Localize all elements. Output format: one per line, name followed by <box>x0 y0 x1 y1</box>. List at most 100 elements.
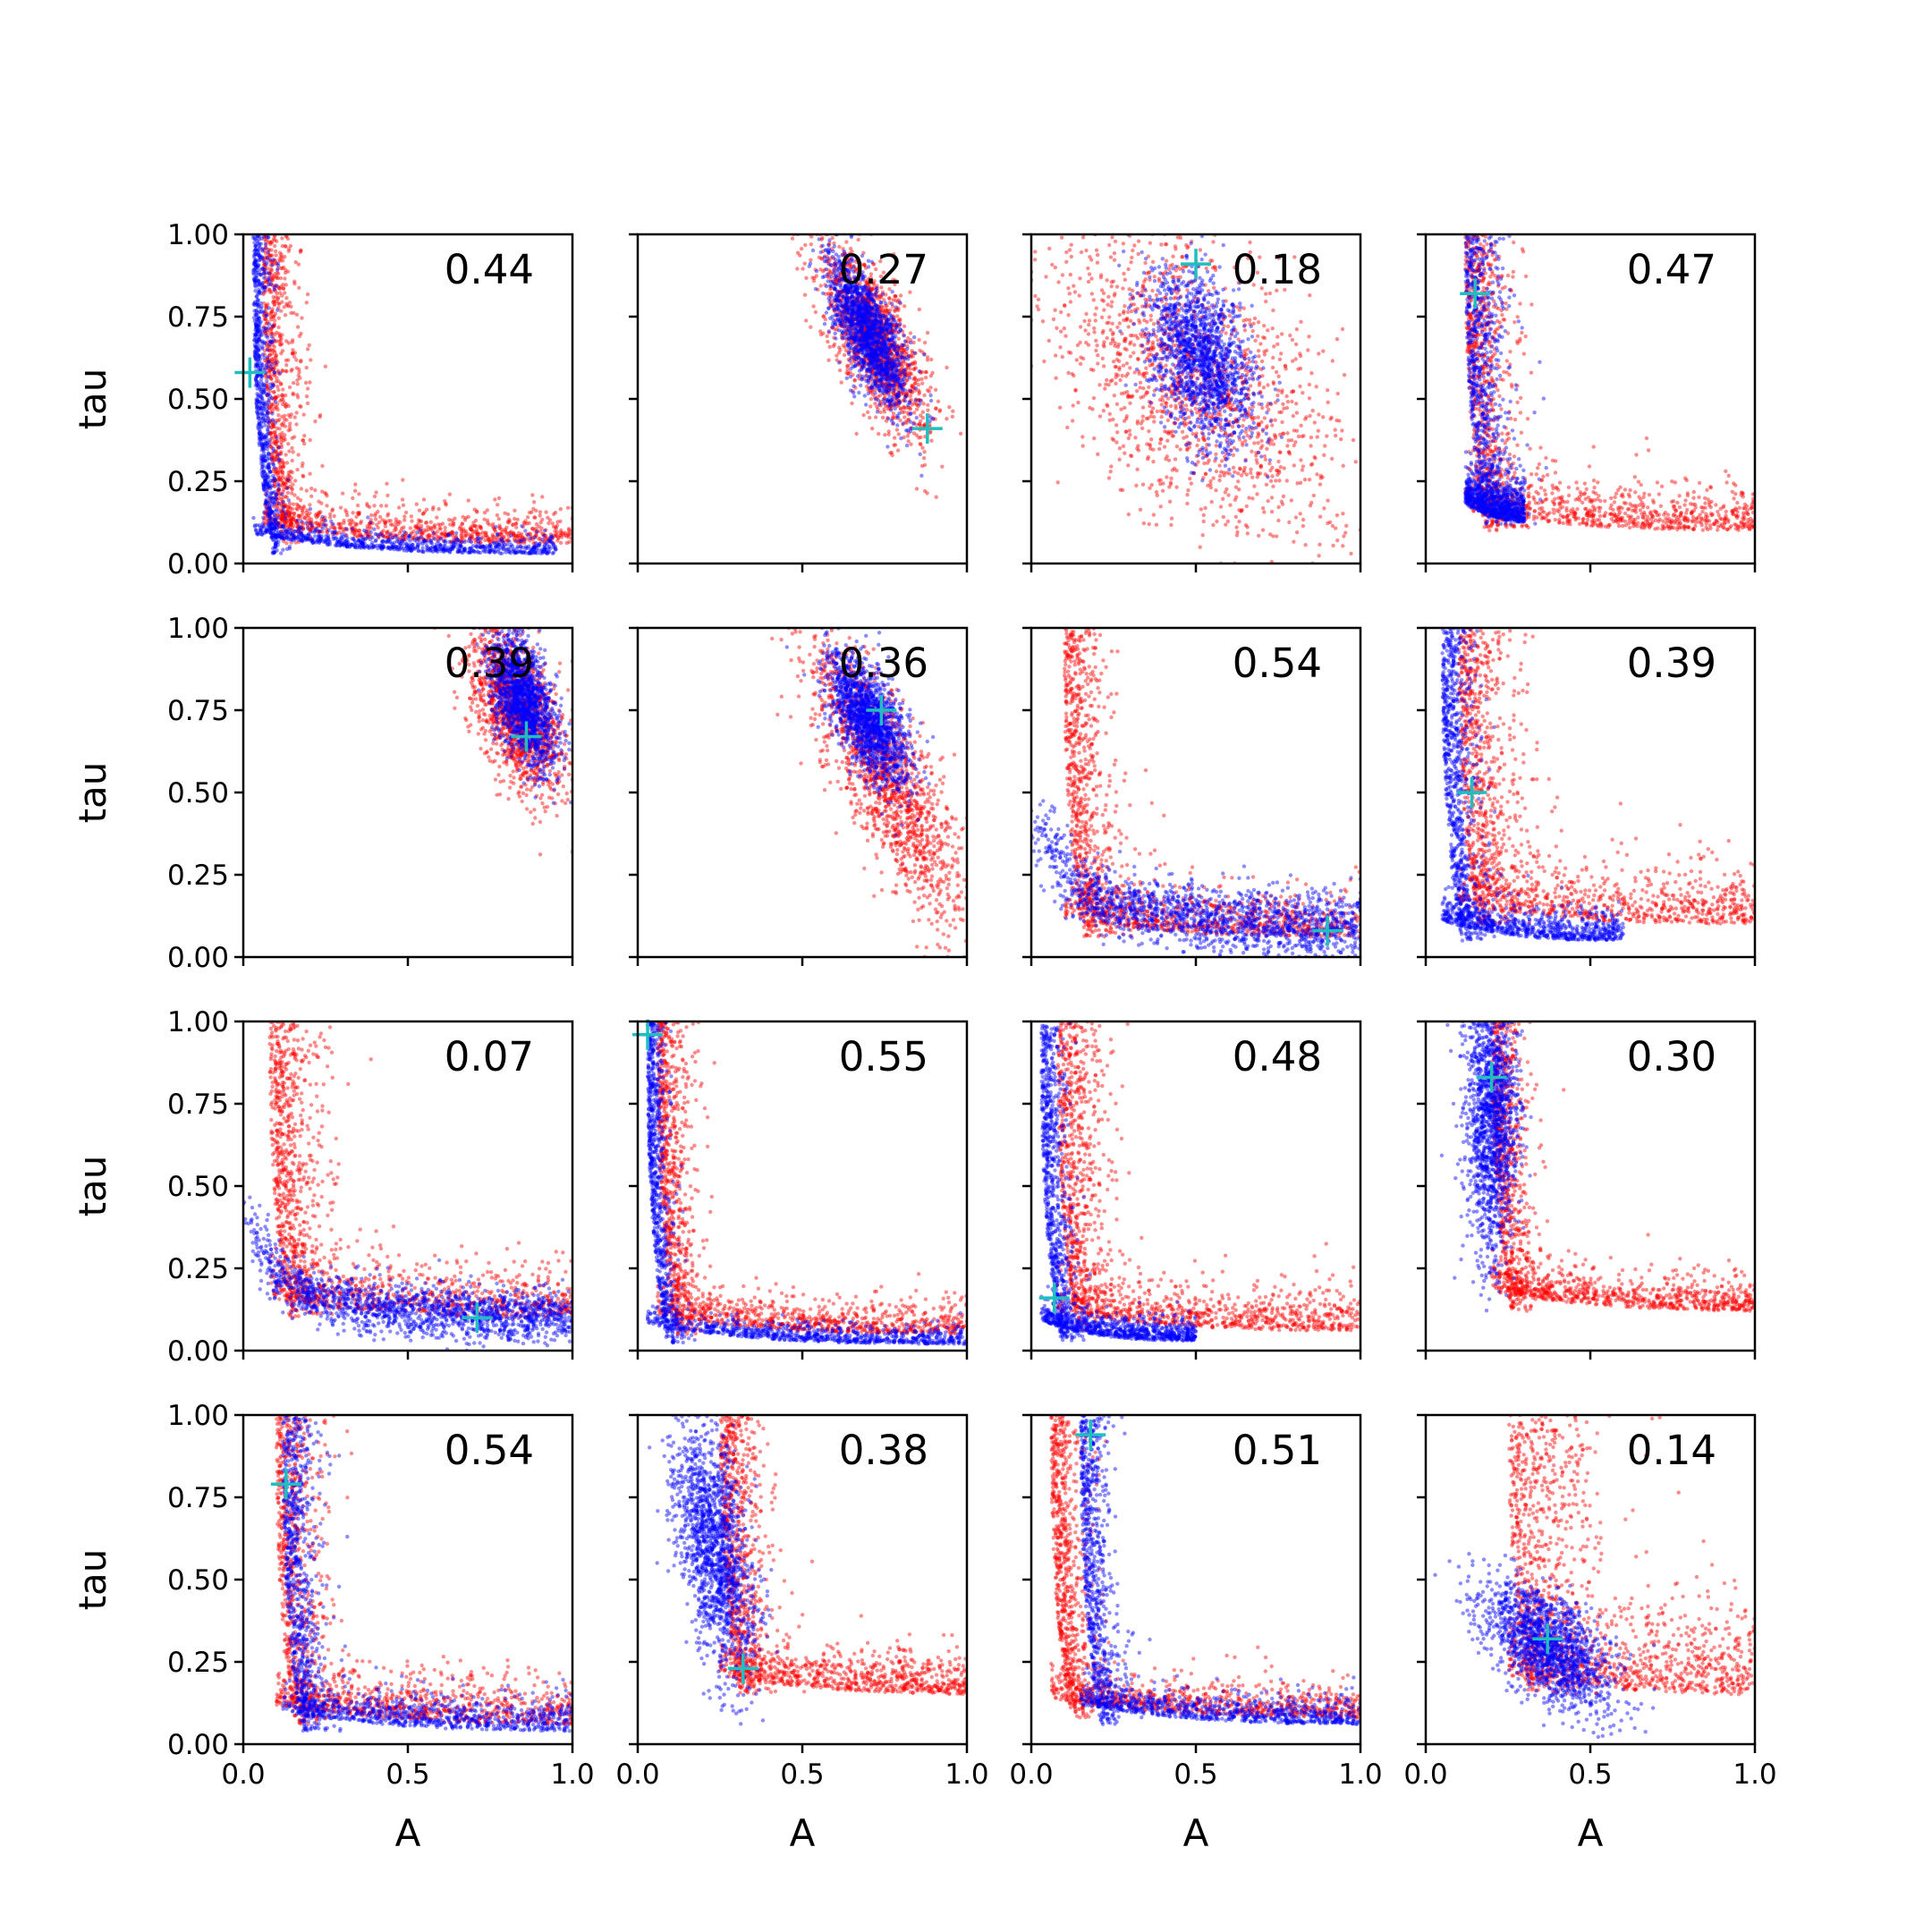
red-point <box>316 513 320 518</box>
red-point <box>392 533 397 538</box>
red-point <box>436 506 441 512</box>
blue-point <box>542 529 547 533</box>
red-point <box>308 511 312 515</box>
blue-point <box>272 521 276 526</box>
red-point <box>421 530 426 535</box>
red-point <box>318 521 322 526</box>
red-point <box>270 367 275 372</box>
red-point <box>295 467 300 472</box>
red-point <box>530 537 536 542</box>
red-point <box>416 525 420 530</box>
red-point <box>270 422 275 427</box>
red-point <box>283 520 287 524</box>
red-point <box>283 521 288 526</box>
red-point <box>399 537 403 542</box>
blue-point <box>398 547 402 551</box>
red-point <box>283 522 287 527</box>
blue-point <box>359 546 364 550</box>
red-point <box>804 318 809 323</box>
blue-point <box>285 534 290 539</box>
red-point <box>543 536 547 540</box>
red-point <box>280 414 284 419</box>
red-point <box>803 242 808 248</box>
red-point <box>275 369 281 373</box>
red-point <box>298 250 302 255</box>
red-point <box>377 536 381 540</box>
red-point <box>442 535 447 539</box>
red-point <box>264 512 269 516</box>
red-point <box>431 524 436 530</box>
red-point <box>283 437 287 442</box>
red-point <box>421 512 426 516</box>
red-point <box>267 327 271 332</box>
red-point <box>301 438 306 443</box>
red-point <box>809 325 813 329</box>
red-point <box>504 538 510 543</box>
red-point <box>802 261 807 266</box>
red-point <box>886 432 891 436</box>
blue-point <box>454 530 459 536</box>
red-point <box>290 436 294 440</box>
red-point <box>262 329 267 335</box>
red-point <box>399 535 403 540</box>
red-point <box>285 269 291 274</box>
red-point <box>277 372 282 377</box>
red-point <box>275 285 281 290</box>
red-point <box>929 438 934 443</box>
red-point <box>818 332 824 337</box>
red-point <box>400 497 405 502</box>
red-point <box>911 377 916 381</box>
red-point <box>269 330 274 335</box>
red-point <box>550 521 555 526</box>
blue-point <box>340 542 344 547</box>
red-point <box>284 486 289 490</box>
red-point <box>408 532 413 537</box>
red-point <box>475 533 479 538</box>
red-point <box>296 525 301 530</box>
red-point <box>275 385 280 389</box>
blue-point <box>286 498 292 503</box>
red-point <box>298 360 303 364</box>
blue-point <box>826 242 831 247</box>
red-point <box>490 524 495 529</box>
blue-point <box>534 541 538 546</box>
red-point <box>265 381 269 386</box>
blue-point <box>280 524 284 529</box>
red-point <box>342 518 346 523</box>
red-point <box>302 515 307 521</box>
red-point <box>958 431 963 436</box>
red-point <box>266 358 270 363</box>
red-point <box>274 467 278 471</box>
red-point <box>419 519 424 523</box>
red-point <box>530 526 535 531</box>
red-point <box>474 537 479 541</box>
red-point <box>276 496 282 501</box>
red-point <box>317 499 321 504</box>
blue-point <box>267 257 272 262</box>
red-point <box>496 503 500 507</box>
red-point <box>537 524 541 529</box>
red-point <box>376 525 380 530</box>
blue-point <box>527 550 531 555</box>
red-point <box>385 530 389 535</box>
blue-point <box>470 544 476 548</box>
red-point <box>291 523 296 528</box>
red-point <box>295 507 300 512</box>
blue-point <box>264 392 268 396</box>
red-point <box>263 511 267 515</box>
red-point <box>951 409 955 413</box>
red-point <box>264 363 269 368</box>
red-point <box>313 513 318 518</box>
red-point <box>262 317 267 322</box>
red-point <box>265 347 270 352</box>
red-point <box>852 377 857 383</box>
blue-point <box>484 549 488 555</box>
red-point <box>308 528 312 532</box>
red-point <box>316 524 320 529</box>
red-point <box>453 535 458 539</box>
red-point <box>499 538 504 543</box>
red-point <box>386 534 391 538</box>
red-point <box>534 508 538 513</box>
red-point <box>352 531 357 537</box>
blue-point <box>370 536 375 540</box>
